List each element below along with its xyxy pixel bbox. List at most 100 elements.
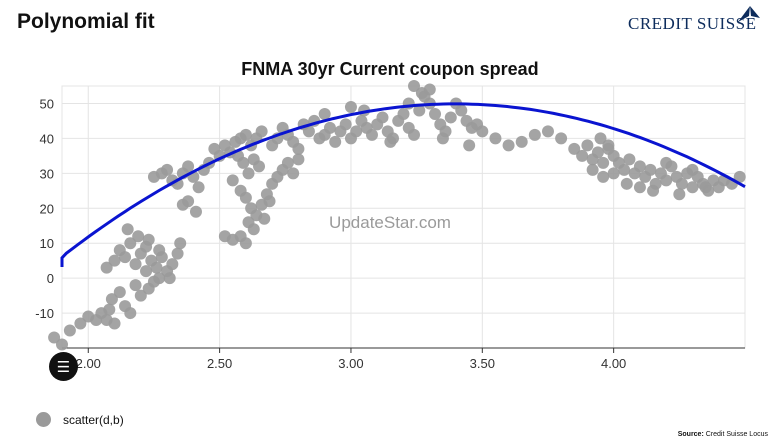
scatter-point xyxy=(633,160,646,173)
scatter-point xyxy=(237,156,250,169)
x-tick-label: 4.00 xyxy=(601,356,626,371)
scatter-point xyxy=(444,111,457,124)
scatter-point xyxy=(239,128,252,141)
scatter-point xyxy=(555,132,568,145)
scatter-point xyxy=(408,128,421,141)
scatter-point xyxy=(150,261,163,274)
scatter-point xyxy=(281,156,294,169)
scatter-point xyxy=(189,205,202,218)
scatter-point xyxy=(132,230,145,243)
scatter-point xyxy=(591,146,604,159)
scatter-point xyxy=(365,128,378,141)
scatter-point xyxy=(620,177,633,190)
scatter-point xyxy=(113,286,126,299)
y-tick-label: 40 xyxy=(40,131,54,146)
x-tick-label: 2.50 xyxy=(207,356,232,371)
scatter-point xyxy=(287,167,300,180)
scatter-point xyxy=(74,317,87,330)
scatter-point xyxy=(166,258,179,271)
scatter-point xyxy=(142,233,155,246)
source-text: Credit Suisse Locus xyxy=(705,431,768,438)
scatter-point xyxy=(429,107,442,120)
x-tick-label: 3.00 xyxy=(338,356,363,371)
slide-title: Polynomial fit xyxy=(17,10,155,33)
scatter-point xyxy=(597,170,610,183)
scatter-point xyxy=(100,261,113,274)
scatter-point xyxy=(255,125,268,138)
scatter-point xyxy=(239,237,252,250)
menu-button[interactable]: ☰ xyxy=(49,352,78,381)
scatter-point xyxy=(192,181,205,194)
scatter-point xyxy=(292,153,305,166)
sail-logo-icon xyxy=(738,6,760,22)
polynomial-fit-line xyxy=(60,102,746,267)
scatter-point xyxy=(48,331,61,344)
legend[interactable]: scatter(d,b) xyxy=(36,412,124,427)
scatter-point xyxy=(376,111,389,124)
scatter-point xyxy=(263,195,276,208)
legend-label: scatter(d,b) xyxy=(63,412,124,427)
scatter-point xyxy=(56,338,68,351)
scatter-point xyxy=(339,118,352,131)
scatter-point xyxy=(455,104,468,117)
x-tick-label: 3.50 xyxy=(470,356,495,371)
scatter-point xyxy=(121,223,134,236)
scatter-point xyxy=(644,163,657,176)
scatter-point xyxy=(124,307,137,320)
scatter-point xyxy=(163,272,176,285)
logo-text: CREDIT SUISSE xyxy=(628,14,757,33)
y-tick-label: 0 xyxy=(47,271,54,286)
credit-suisse-logo: CREDIT SUISSE xyxy=(628,4,768,36)
scatter-point xyxy=(384,135,397,148)
scatter-point xyxy=(541,125,554,138)
scatter-point xyxy=(226,174,239,187)
scatter-point xyxy=(108,317,121,330)
scatter-point xyxy=(686,181,699,194)
scatter-point xyxy=(182,160,195,173)
scatter-point xyxy=(647,184,660,197)
scatter-point xyxy=(329,135,342,148)
scatter-point xyxy=(581,139,594,152)
scatter-point xyxy=(489,132,502,145)
scatter-point xyxy=(528,128,541,141)
scatter-point xyxy=(129,258,142,271)
y-tick-label: 10 xyxy=(40,236,54,251)
scatter-point xyxy=(660,156,673,169)
scatter-point xyxy=(103,303,116,316)
scatter-point xyxy=(733,170,746,183)
scatter-point xyxy=(302,125,315,138)
scatter-point xyxy=(242,167,255,180)
scatter-point xyxy=(623,153,636,166)
scatter-point xyxy=(594,132,607,145)
y-axis-ticks: -10 0 10 20 30 40 50 xyxy=(35,96,54,321)
scatter-point xyxy=(423,83,436,96)
chart-title: FNMA 30yr Current coupon spread xyxy=(241,59,539,79)
scatter-point xyxy=(258,212,271,225)
scatter-point xyxy=(344,100,357,113)
scatter-point xyxy=(108,254,121,267)
scatter-point xyxy=(597,156,610,169)
legend-marker xyxy=(36,412,51,427)
scatter-point xyxy=(568,142,581,155)
scatter-point xyxy=(413,104,426,117)
scatter-point xyxy=(239,191,252,204)
scatter-point xyxy=(153,244,166,257)
scatter-point xyxy=(134,289,147,302)
y-tick-label: 30 xyxy=(40,166,54,181)
scatter-point xyxy=(397,107,410,120)
scatter-point xyxy=(602,139,615,152)
scatter-point xyxy=(129,279,142,292)
scatter-point xyxy=(660,174,673,187)
menu-icon: ☰ xyxy=(56,358,71,376)
x-tick-label: 2.00 xyxy=(76,356,101,371)
scatter-point xyxy=(161,163,174,176)
scatter-point xyxy=(253,160,266,173)
scatter-point xyxy=(633,181,646,194)
scatter-point xyxy=(292,142,305,155)
scatter-point xyxy=(323,121,336,134)
scatter-point xyxy=(408,80,421,92)
y-tick-label: -10 xyxy=(35,306,54,321)
y-tick-label: 50 xyxy=(40,96,54,111)
scatter-point xyxy=(174,237,187,250)
watermark-text: UpdateStar.com xyxy=(329,213,451,232)
